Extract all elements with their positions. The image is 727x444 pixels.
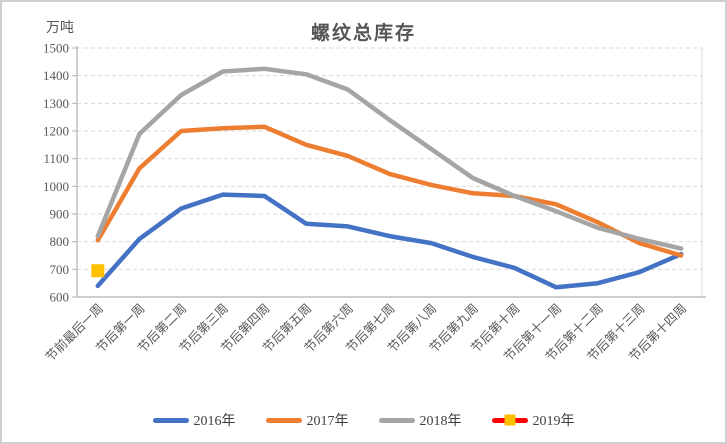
legend-item-2016: 2016年 <box>152 410 236 430</box>
x-tick-label: 节前最后一周 <box>42 301 106 365</box>
legend-label: 2019年 <box>532 414 575 429</box>
y-tick-label: 1400 <box>43 68 69 83</box>
marker-2019年 <box>91 264 105 278</box>
legend-square-marker-2019 <box>504 414 515 426</box>
legend-item-2017: 2017年 <box>265 410 349 430</box>
y-tick-label: 600 <box>50 290 70 305</box>
y-axis-unit-label: 万吨 <box>46 21 74 36</box>
legend-item-2019: 2019年 <box>491 410 575 430</box>
legend-line-swatch-2018 <box>378 417 415 423</box>
legend-label: 2018年 <box>419 414 462 429</box>
series-line-2016年 <box>95 192 684 290</box>
legend-line-swatch-2019 <box>491 414 528 426</box>
y-tick-label: 900 <box>50 207 70 222</box>
legend-line-swatch-2017 <box>265 417 302 423</box>
chart-title: 螺纹总库存 <box>310 23 417 44</box>
y-tick-label: 1500 <box>43 41 69 56</box>
y-tick-label: 1000 <box>43 179 69 194</box>
y-tick-label: 1300 <box>43 96 69 111</box>
y-tick-label: 800 <box>50 234 70 249</box>
legend: 2016年 2017年 2018年 2019年 <box>2 410 725 430</box>
legend-label: 2016年 <box>193 414 236 429</box>
legend-item-2018: 2018年 <box>378 410 462 430</box>
y-tick-label: 1200 <box>43 124 69 139</box>
legend-label: 2017年 <box>306 414 349 429</box>
y-tick-label: 700 <box>50 262 70 277</box>
y-tick-label: 1100 <box>43 151 69 166</box>
series-line-2017年 <box>95 124 684 258</box>
series-line-2018年 <box>95 66 684 251</box>
legend-line-swatch-2016 <box>152 417 189 423</box>
